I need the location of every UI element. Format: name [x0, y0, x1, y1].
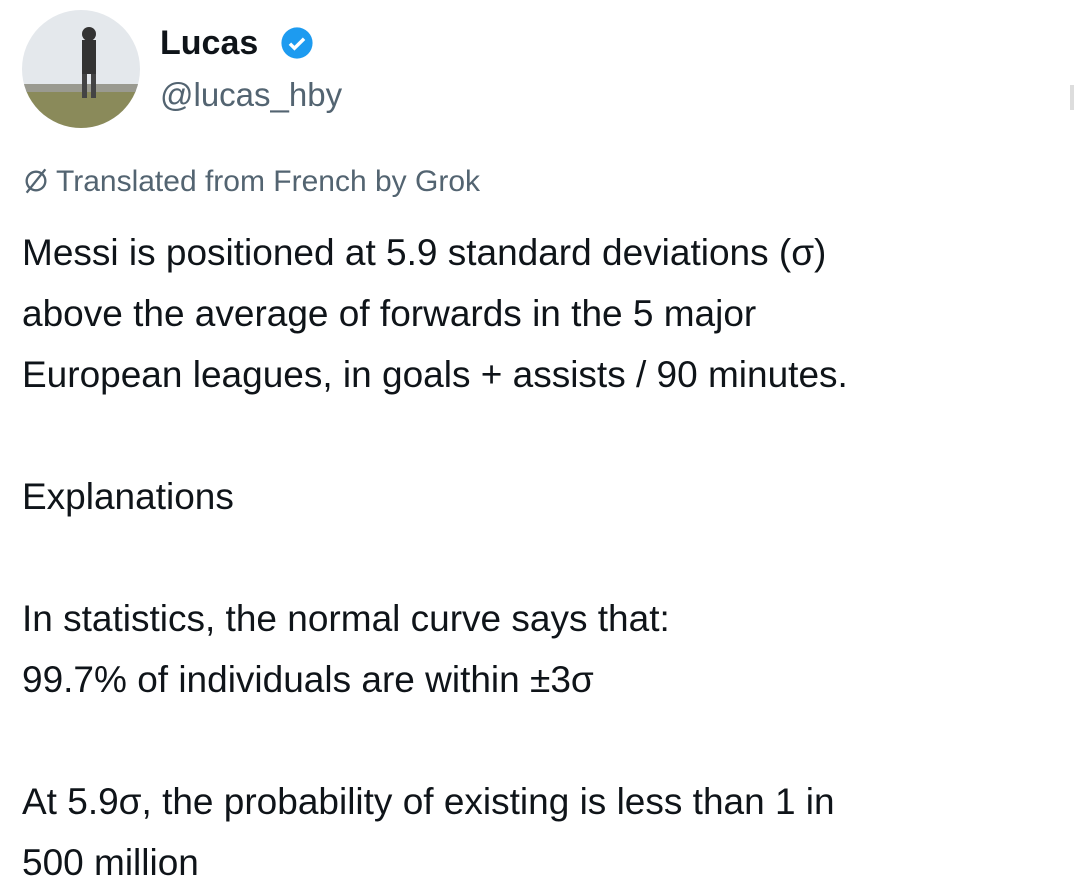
- text-line: above the average of forwards in the 5 m…: [22, 293, 757, 334]
- text-line: European leagues, in goals + assists / 9…: [22, 354, 848, 395]
- gap: [22, 405, 1062, 466]
- text-line: Messi is positioned at 5.9 standard devi…: [22, 232, 827, 273]
- author-name[interactable]: Lucas: [160, 24, 259, 62]
- text-line: Explanations: [22, 476, 234, 517]
- verified-badge: [281, 27, 313, 59]
- text-line: At 5.9σ, the probability of existing is …: [22, 781, 835, 822]
- author-handle[interactable]: @lucas_hby: [160, 76, 343, 113]
- gap: [22, 527, 1062, 588]
- text-line: 500 million: [22, 842, 199, 883]
- text-line: In statistics, the normal curve says tha…: [22, 598, 670, 639]
- gap: [22, 710, 1062, 771]
- tweet-text: Messi is positioned at 5.9 standard devi…: [22, 222, 1062, 893]
- avatar[interactable]: [22, 10, 140, 128]
- translation-note: Translated from French by Grok: [22, 165, 480, 199]
- scroll-edge: [1070, 85, 1074, 110]
- text-line: 99.7% of individuals are within ±3σ: [22, 659, 594, 700]
- translation-text: Translated from French by Grok: [56, 165, 481, 198]
